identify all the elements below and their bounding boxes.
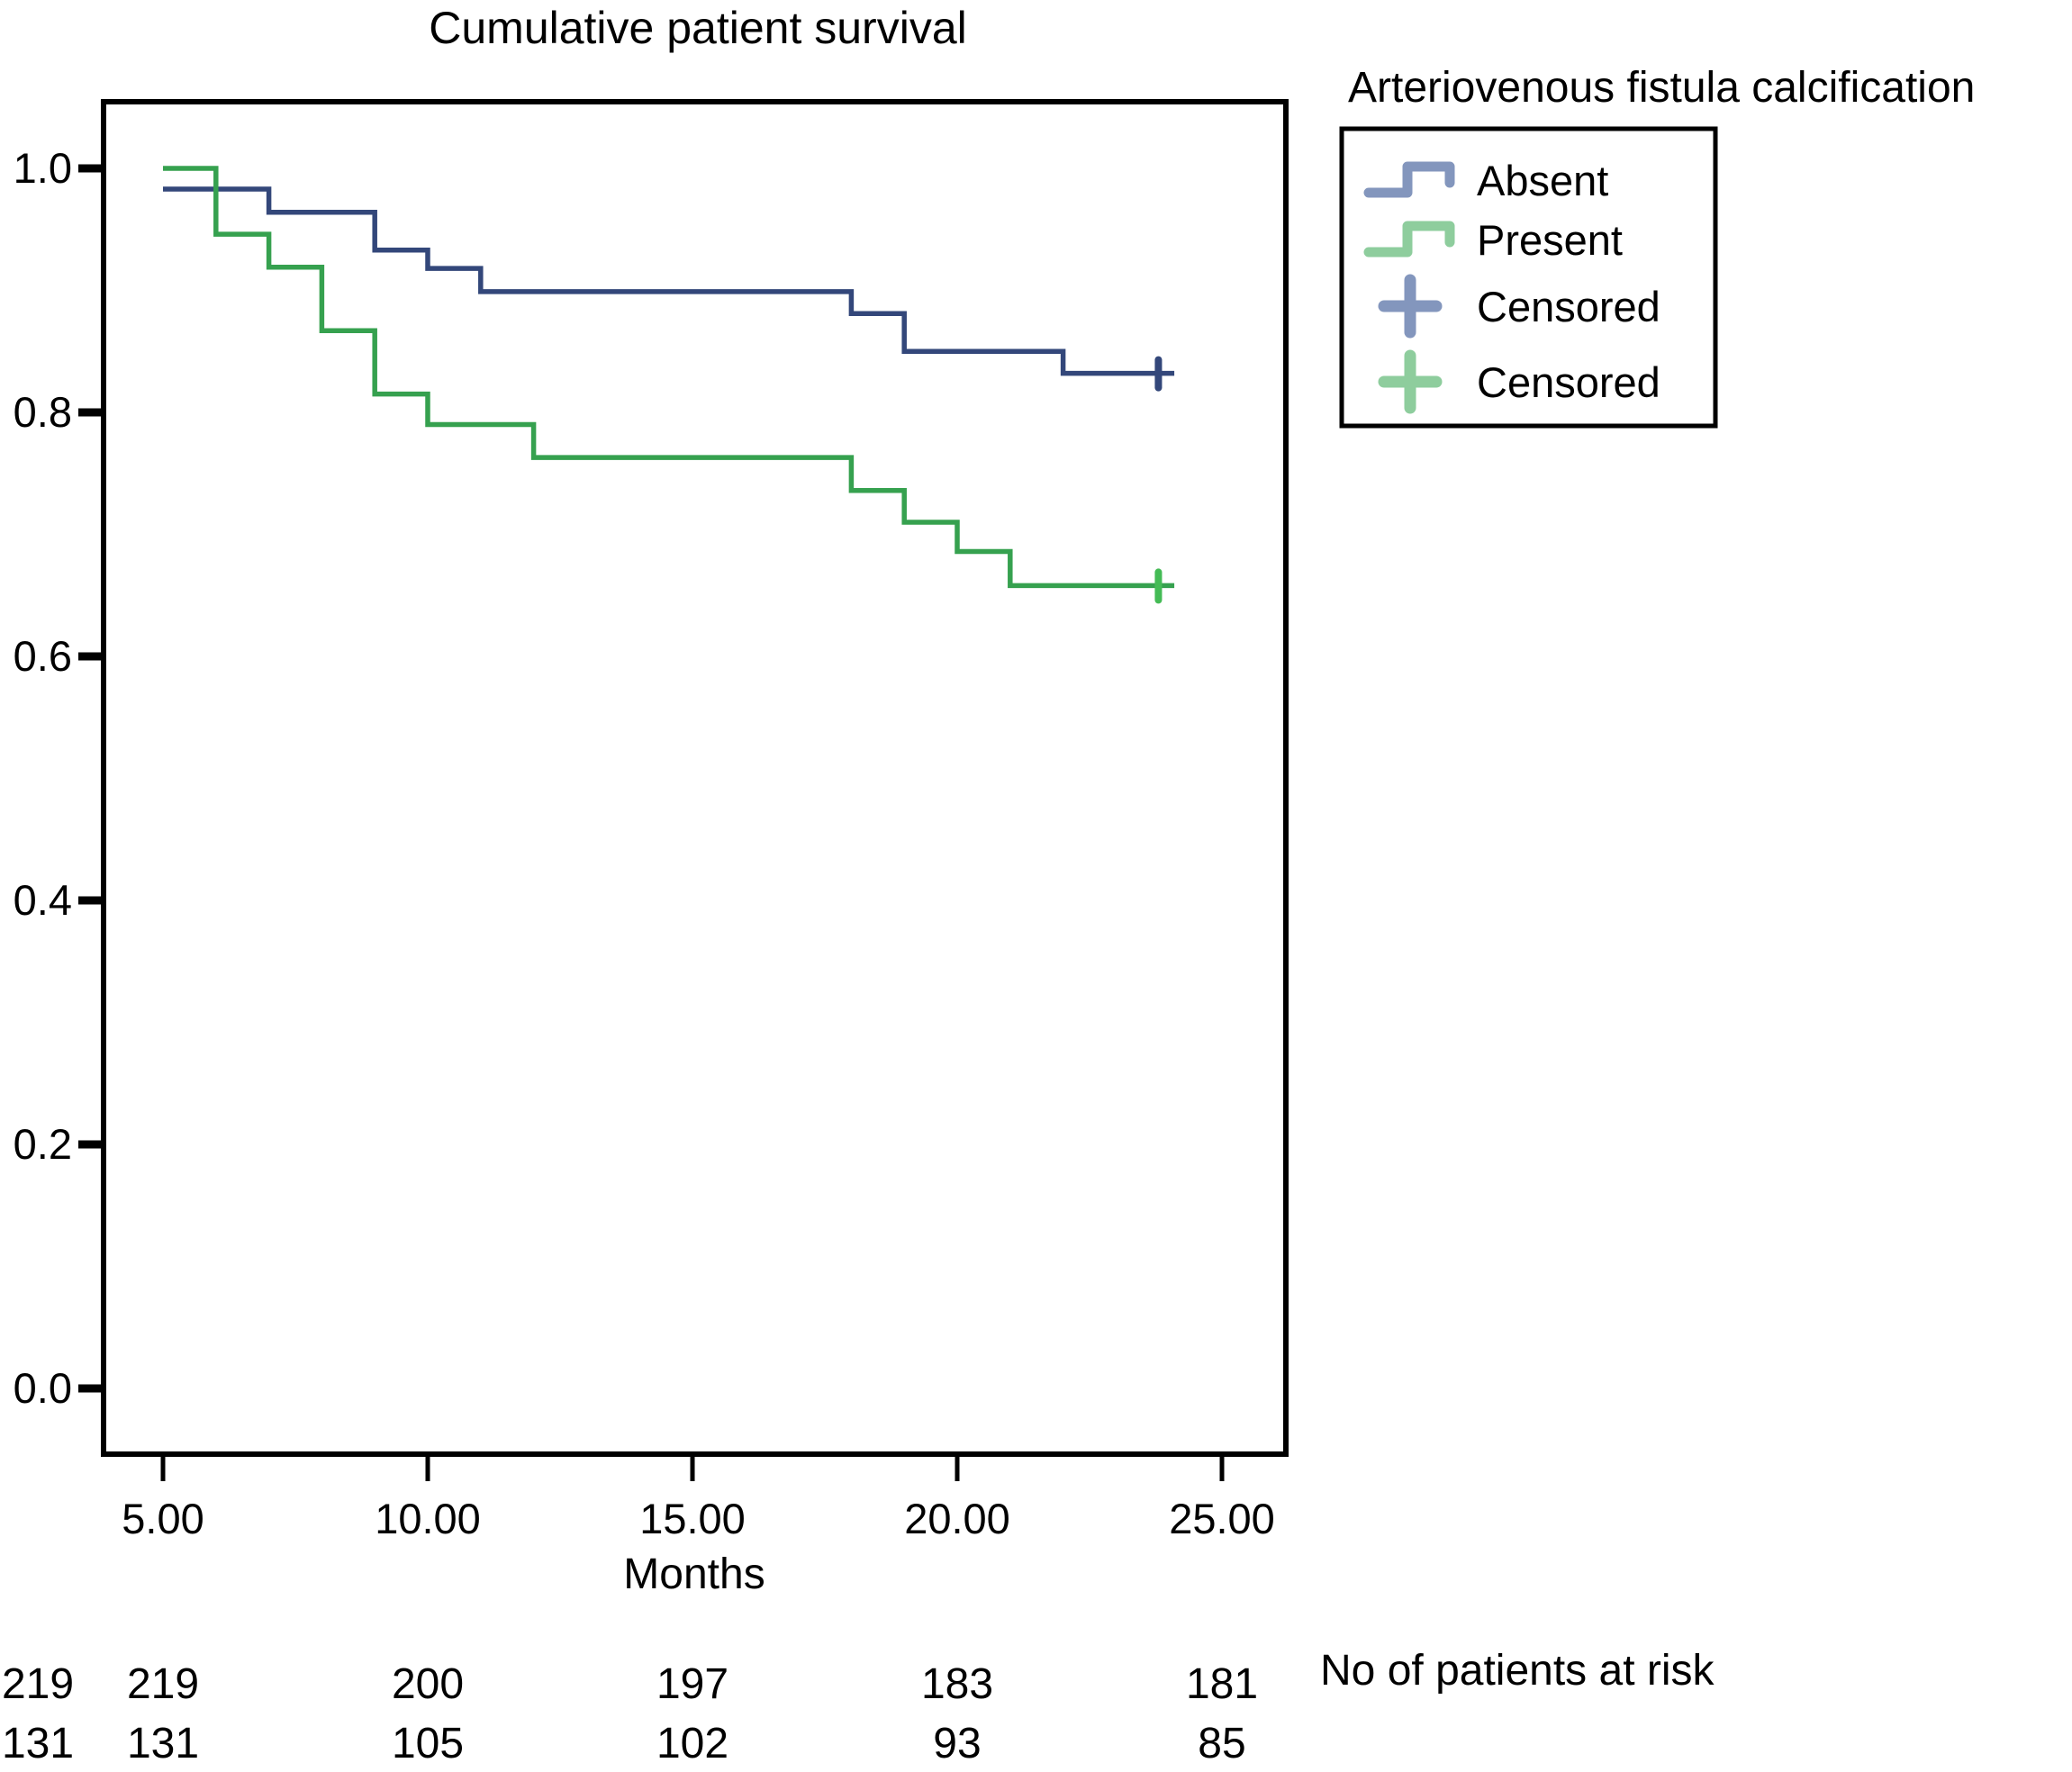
at-risk-count-absent: 183 bbox=[921, 1660, 993, 1708]
legend-item-label: Present bbox=[1477, 216, 1623, 264]
at-risk-table: 219 219 200 197 183 181 131 131 105 102 93 85 bbox=[2, 1660, 1258, 1767]
at-risk-count-absent: 181 bbox=[1186, 1660, 1258, 1708]
at-risk-label: No of patients at risk bbox=[1320, 1647, 1715, 1695]
legend-title: Arteriovenous fistula calcification bbox=[1348, 64, 1975, 112]
at-risk-count-present: 131 bbox=[127, 1720, 199, 1767]
y-tick-label: 0.4 bbox=[14, 876, 72, 924]
legend-item-censored-3: Censored bbox=[1378, 349, 1660, 414]
x-tick-label: 20.00 bbox=[904, 1495, 1010, 1542]
y-tick-label: 0.8 bbox=[14, 388, 72, 436]
legend-item-label: Censored bbox=[1477, 283, 1660, 330]
legend-items: Absent Present Censored Censored bbox=[1363, 157, 1660, 414]
x-tick-label: 10.00 bbox=[375, 1495, 481, 1542]
at-risk-count-present: 93 bbox=[933, 1720, 981, 1767]
survival-curve-absent bbox=[163, 186, 1175, 376]
at-risk-count-absent: 200 bbox=[392, 1660, 464, 1708]
at-risk-count-present: 105 bbox=[392, 1720, 464, 1767]
legend-item-label: Absent bbox=[1477, 157, 1608, 204]
y-tick-label: 0.0 bbox=[14, 1364, 72, 1412]
legend-step-symbol bbox=[1363, 161, 1455, 198]
at-risk-count-absent: 219 bbox=[2, 1660, 74, 1708]
at-risk-count-present: 102 bbox=[656, 1720, 728, 1767]
y-tick-label: 0.2 bbox=[14, 1120, 72, 1168]
legend-step-symbol bbox=[1363, 221, 1455, 258]
legend-item-present-1: Present bbox=[1363, 216, 1623, 264]
x-axis: 5.00 10.00 15.00 20.00 25.00 bbox=[122, 1454, 1275, 1542]
at-risk-count-absent: 197 bbox=[656, 1660, 728, 1708]
survival-curves bbox=[163, 166, 1175, 604]
x-tick-label: 5.00 bbox=[122, 1495, 204, 1542]
y-tick-label: 1.0 bbox=[14, 144, 72, 192]
chart-title: Cumulative patient survival bbox=[429, 3, 967, 53]
legend: Arteriovenous fistula calcification Abse… bbox=[1339, 64, 1975, 429]
plot-border bbox=[101, 99, 1289, 1457]
survival-curve-present bbox=[163, 166, 1175, 589]
at-risk-count-present: 85 bbox=[1198, 1720, 1245, 1767]
legend-item-absent-0: Absent bbox=[1363, 157, 1608, 204]
at-risk-count-absent: 219 bbox=[127, 1660, 199, 1708]
at-risk-count-present: 131 bbox=[2, 1720, 74, 1767]
x-tick-label: 25.00 bbox=[1169, 1495, 1275, 1542]
x-tick-label: 15.00 bbox=[639, 1495, 746, 1542]
legend-item-censored-2: Censored bbox=[1378, 274, 1660, 339]
x-axis-title: Months bbox=[623, 1550, 765, 1598]
y-tick-label: 0.6 bbox=[14, 632, 72, 680]
legend-item-label: Censored bbox=[1477, 358, 1660, 406]
y-axis: 0.0 0.2 0.4 0.6 0.8 1.0 bbox=[14, 144, 104, 1412]
